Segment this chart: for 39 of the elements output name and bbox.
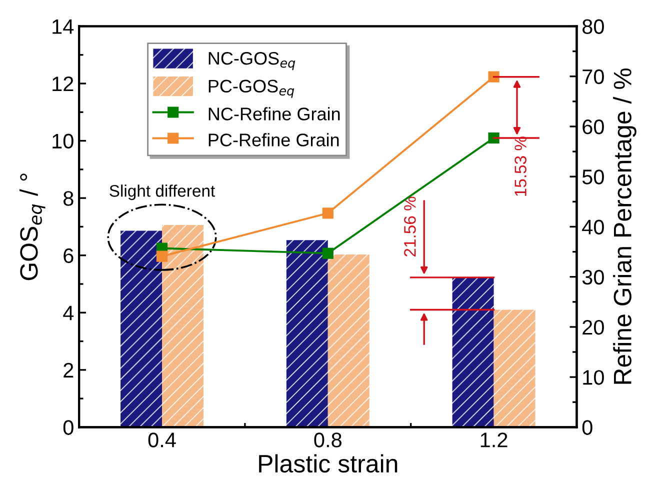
y2-axis-title: Refine Grian Percentage / % [613,68,636,384]
y-tick-label: 6 [64,248,74,264]
legend-label: PC-Refine Grain [208,133,339,146]
point [322,208,334,219]
x-tick-label: 0.8 [314,432,342,448]
y2-tick-label: 10 [583,370,604,385]
y2-tick-label: 20 [582,320,604,335]
legend-label: NC-GOS$_{eq}$ [208,52,296,70]
y-tick-label: 2 [64,362,74,378]
y2-tick-label: 50 [582,170,604,184]
annotation: 21.56 % [404,196,416,256]
bar [452,277,494,428]
point [156,250,168,262]
y-tick-label: 12 [52,76,74,92]
y2-tick-label: 40 [582,220,604,234]
y2-tick-label: 0 [582,420,592,435]
x-tick-label: 1.2 [480,432,508,448]
y-tick-label: 4 [63,306,74,320]
y-tick-label: 10 [52,134,74,149]
y2-tick-label: 30 [582,270,604,285]
x-axis-title: Plastic strain [259,454,398,473]
annotation: Slight different [110,184,216,200]
y-tick-label: 8 [64,191,74,206]
bar [286,240,328,428]
bar [120,230,162,428]
y-tick-label: 14 [52,19,74,34]
bar [328,254,370,428]
legend-label: NC-Refine Grain [208,107,340,120]
bar [494,310,536,428]
y2-tick-label: 80 [582,19,604,34]
y2-tick-label: 60 [582,119,604,134]
x-tick-label: 0.4 [148,432,176,448]
y-axis-title: GOS$_{eq}$ / ° [19,174,46,280]
legend-label: PC-GOS$_{eq}$ [208,80,294,98]
y2-tick-label: 70 [582,69,604,84]
y-tick-label: 0 [63,420,74,435]
point [488,71,500,82]
bar [162,224,204,428]
point [322,248,334,259]
